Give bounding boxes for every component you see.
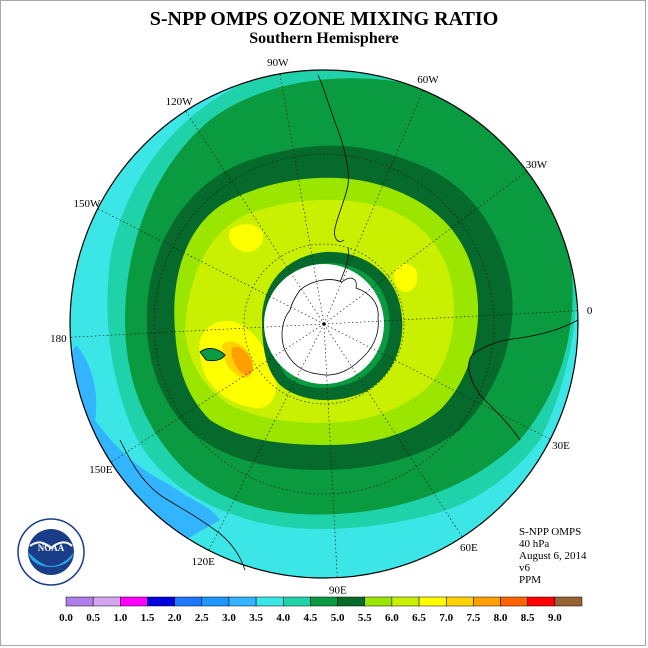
page-title: S-NPP OMPS OZONE MIXING RATIO [149, 8, 499, 30]
pressure-level-label: 40 hPa [519, 538, 550, 550]
colorbar-tick-label: 8.0 [494, 612, 508, 624]
longitude-label-30w: 30W [526, 159, 548, 171]
colorbar-tick-label: 7.0 [439, 612, 453, 624]
longitude-label-180: 180 [50, 333, 67, 345]
page-subtitle: Southern Hemisphere [249, 30, 399, 47]
colorbar-swatch [337, 596, 365, 607]
colorbar-swatch [120, 596, 148, 607]
units-label: PPM [519, 574, 542, 586]
colorbar-swatch [445, 596, 474, 607]
antarctica-coastline [281, 247, 379, 376]
graticule [70, 73, 578, 578]
longitude-label-150w: 150W [74, 198, 102, 210]
colorbar-swatch [92, 596, 121, 607]
date-label: August 6, 2014 [519, 550, 587, 562]
colorbar-tick-label: 5.0 [331, 612, 345, 624]
colorbar-tick-label: 4.0 [276, 612, 290, 624]
noaa-logo: NOAA [17, 518, 85, 586]
colorbar-swatch [201, 596, 230, 607]
longitude-label-30e: 30E [552, 440, 570, 452]
map-boundary [69, 69, 579, 579]
longitude-label-0: 0 [587, 305, 593, 317]
longitude-label-90w: 90W [267, 57, 289, 69]
colorbar-swatch [418, 596, 447, 607]
colorbar-swatch [255, 596, 284, 607]
colorbar-swatch [310, 596, 338, 607]
south-pole-marker [322, 322, 326, 326]
contour-7-5-region [231, 346, 253, 376]
colorbar-tick-label: 0.5 [86, 612, 100, 624]
contour-6-5-region [228, 224, 264, 252]
info-block: S-NPP OMPS 40 hPa August 6, 2014 v6 PPM [519, 526, 587, 586]
instrument-label: S-NPP OMPS [519, 526, 582, 538]
colorbar: 0.0 0.5 1.0 1.5 2.0 2.5 3.0 3.5 4.0 4.5 5.0 5.5 6.0 6… [59, 596, 583, 624]
colorbar-swatch [147, 596, 175, 607]
africa-coastline [468, 319, 579, 441]
australia-coastline [119, 439, 246, 571]
longitude-labels: 90W 60W 30W 0 30E 60E 90E 120E 150E 180 150W 120W [50, 57, 593, 597]
latitude-circle [243, 243, 405, 405]
colorbar-swatch [364, 596, 393, 607]
longitude-label-90e: 90E [329, 585, 347, 597]
south-america-coastline [317, 74, 349, 243]
longitude-label-60e: 60E [460, 542, 478, 554]
latitude-circle [153, 153, 495, 495]
colorbar-swatch [283, 596, 311, 607]
colorbar-swatch [174, 596, 203, 607]
colorbar-tick-label: 0.0 [59, 612, 73, 624]
longitude-label-120w: 120W [166, 96, 194, 108]
colorbar-tick-label: 4.5 [304, 612, 318, 624]
noaa-logo-text: NOAA [38, 543, 65, 553]
colorbar-tick-label: 3.5 [249, 612, 263, 624]
longitude-label-120e: 120E [192, 556, 216, 568]
colorbar-tick-label: 2.5 [195, 612, 209, 624]
longitude-label-60w: 60W [417, 74, 439, 86]
colorbar-swatch [527, 596, 556, 607]
colorbar-tick-label: 1.5 [141, 612, 155, 624]
colorbar-tick-label: 6.5 [412, 612, 426, 624]
colorbar-tick-label: 8.5 [521, 612, 535, 624]
colorbar-swatch [473, 596, 501, 607]
contour-6-5-region [394, 264, 418, 292]
colorbar-tick-label: 9.0 [548, 612, 562, 624]
longitude-label-150e: 150E [89, 464, 113, 476]
version-label: v6 [519, 562, 530, 574]
colorbar-swatch [228, 596, 257, 607]
new-zealand-coastline [199, 348, 226, 362]
colorbar-swatch [500, 596, 528, 607]
colorbar-tick-label: 7.5 [466, 612, 480, 624]
colorbar-tick-label: 1.0 [113, 612, 127, 624]
colorbar-swatch [391, 596, 420, 607]
colorbar-swatch [554, 596, 583, 607]
colorbar-tick-label: 6.0 [385, 612, 399, 624]
colorbar-tick-label: 2.0 [168, 612, 182, 624]
colorbar-tick-label: 3.0 [222, 612, 236, 624]
colorbar-tick-label: 5.5 [358, 612, 372, 624]
colorbar-swatch [65, 596, 94, 607]
